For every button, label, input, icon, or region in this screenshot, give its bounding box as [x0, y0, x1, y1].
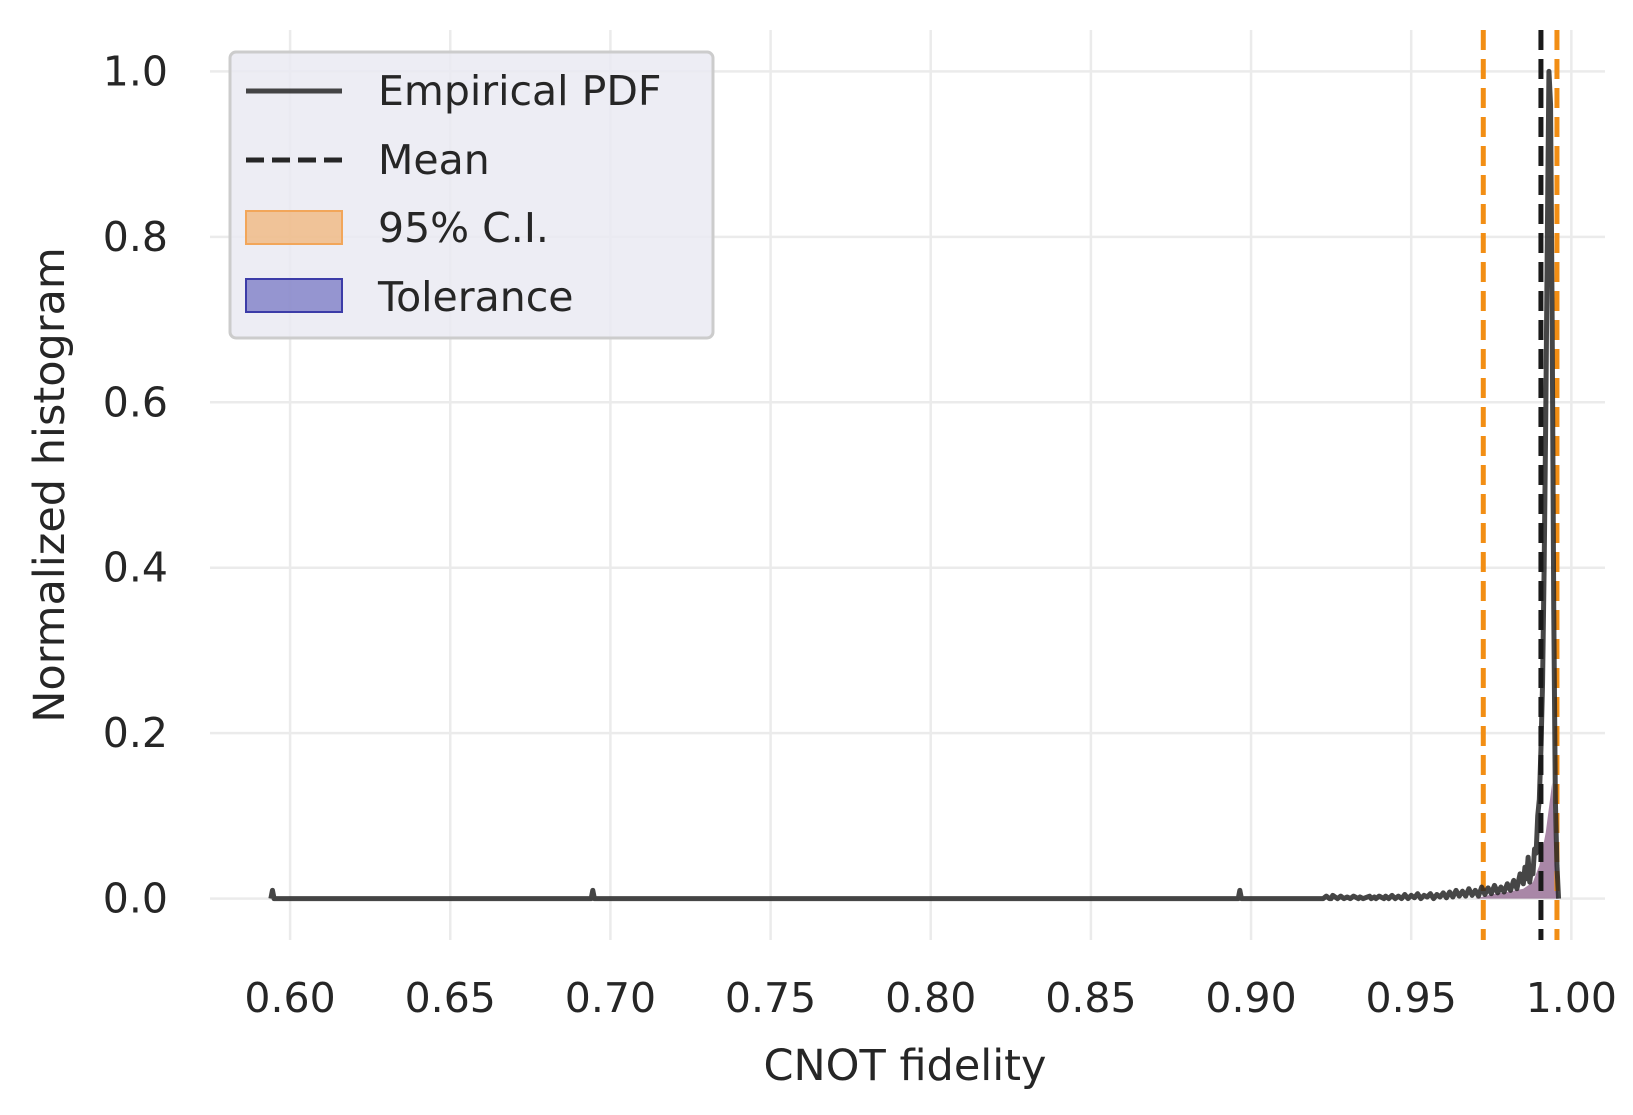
- legend-tolerance-label: Tolerance: [377, 273, 574, 321]
- x-tick-labels: 0.60 0.65 0.70 0.75 0.80 0.85 0.90 0.95 1.00: [244, 974, 1617, 1022]
- x-tick-label: 0.80: [885, 974, 976, 1022]
- legend-empirical-pdf-label: Empirical PDF: [378, 67, 661, 115]
- y-tick-label: 0.6: [103, 378, 168, 426]
- y-tick-label: 0.0: [103, 875, 168, 923]
- y-tick-label: 0.8: [103, 213, 168, 261]
- x-tick-label: 1.00: [1526, 974, 1617, 1022]
- x-tick-label: 0.70: [565, 974, 656, 1022]
- y-tick-label: 0.2: [103, 709, 168, 757]
- y-tick-label: 1.0: [103, 47, 168, 95]
- tolerance-shade-layer: [1475, 782, 1559, 899]
- legend: Empirical PDF Mean 95% C.I. Tolerance: [228, 50, 715, 340]
- y-tick-labels: 0.0 0.2 0.4 0.6 0.8 1.0: [103, 47, 168, 922]
- empirical-pdf-line: [268, 68, 1562, 902]
- series-layer: [268, 68, 1562, 902]
- y-tick-label: 0.4: [103, 544, 168, 592]
- legend-box: [228, 50, 715, 340]
- legend-tolerance-swatch: [245, 278, 343, 313]
- x-tick-label: 0.90: [1205, 974, 1296, 1022]
- legend-ci-swatch: [245, 210, 343, 245]
- legend-mean-label: Mean: [378, 136, 490, 184]
- x-tick-label: 0.60: [244, 974, 335, 1022]
- y-axis-label: Normalized histogram: [25, 247, 75, 723]
- tolerance-area: [1475, 782, 1559, 899]
- x-tick-label: 0.75: [725, 974, 816, 1022]
- x-tick-label: 0.85: [1045, 974, 1136, 1022]
- x-axis-label: CNOT fidelity: [763, 1041, 1046, 1091]
- x-tick-label: 0.95: [1366, 974, 1457, 1022]
- x-tick-label: 0.65: [405, 974, 496, 1022]
- legend-ci-label: 95% C.I.: [378, 204, 549, 252]
